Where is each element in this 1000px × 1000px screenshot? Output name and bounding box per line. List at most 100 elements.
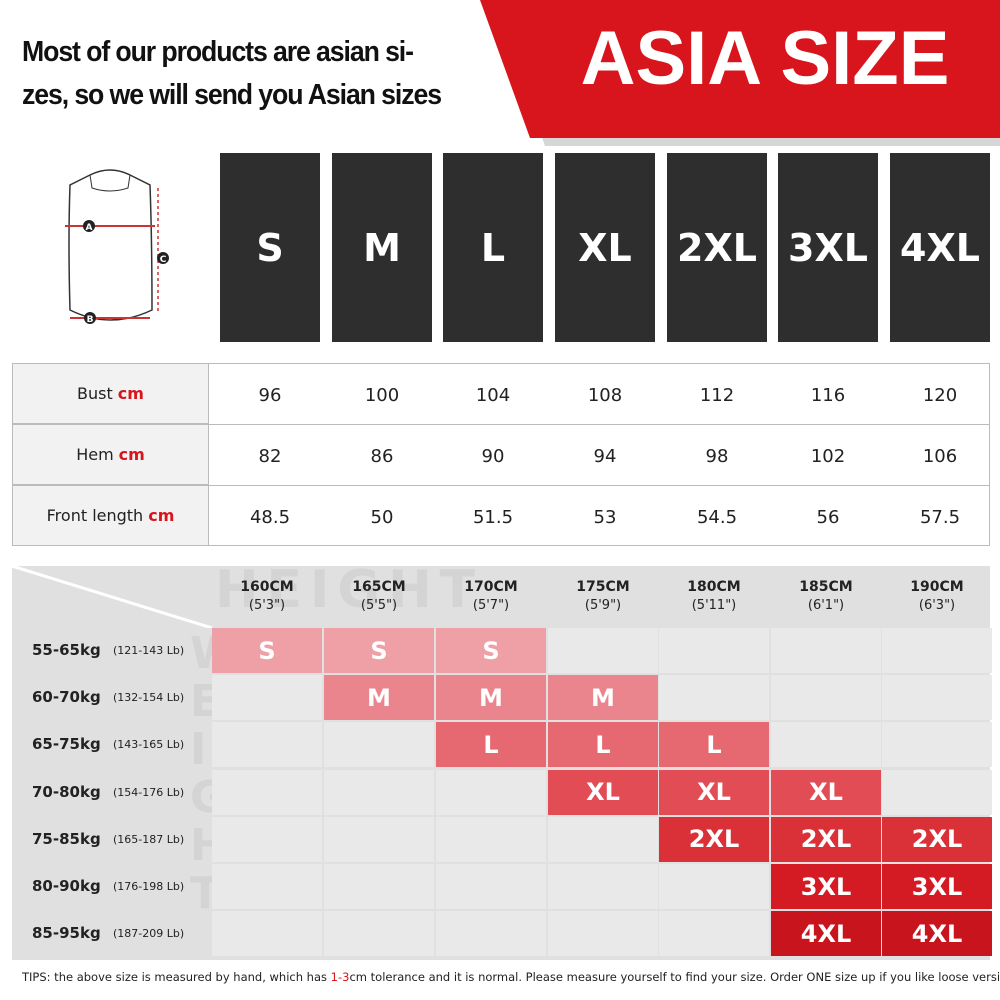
value: 116 [810,385,846,406]
value: 90 [481,446,505,467]
fit-cell [548,864,658,909]
height-cm: 165CM [352,579,406,595]
value: 50 [370,507,394,528]
fit-cell: XL [548,769,658,815]
fit-cell: XL [771,769,881,815]
height-cm: 180CM [687,579,741,595]
fit-cell [771,628,881,673]
fit-cell [771,675,881,721]
header-line: Most of our products are asian si- [22,36,414,68]
fit-cell [212,769,322,815]
weight-lb: (154-176 Lb) [113,785,185,799]
value: 56 [816,507,840,528]
size-block: S [220,153,320,342]
value: 86 [370,446,394,467]
height-ft: (5'9") [584,598,622,613]
weight-lb: (165-187 Lb) [113,832,185,846]
fit-cell [436,816,546,862]
weight-lb: (132-154 Lb) [113,691,185,705]
height-cm: 160CM [240,579,294,595]
vest-diagram: A B C [65,169,169,325]
badge-text: ASIA SIZE [580,16,950,101]
fit-cell [882,769,992,815]
fit-cell: S [212,628,322,673]
height-cm: 170CM [464,579,518,595]
weight-lb: (176-198 Lb) [113,880,185,893]
fit-cell [548,911,658,957]
height-ft: (5'11") [691,598,737,613]
row-label: Hem cm [12,424,209,485]
size-block: 3XL [778,153,878,342]
weight-lb: (187-209 Lb) [113,927,185,941]
tips: TIPS: the above size is measured by hand… [22,970,1000,984]
fit-cell: S [436,628,546,673]
value: 102 [810,446,846,467]
fit-cell [659,675,769,721]
fit-cell [882,722,992,768]
fit-cell [436,864,546,909]
value: 104 [475,385,511,406]
unit: cm [117,384,144,403]
height-ft: (5'5") [360,598,398,613]
fit-cell [324,769,434,815]
fit-cell [771,722,881,768]
height-ft: (6'1") [807,598,845,613]
height-cm: 185CM [799,579,853,595]
row-label: Front length cm [12,485,209,546]
size-block: 2XL [667,153,767,342]
label-text: Front length [46,506,144,525]
fit-cell: 4XL [771,911,881,957]
height-ft: (5'3") [248,598,286,613]
height-cm: 175CM [576,579,630,595]
fit-cell [212,675,322,721]
fit-cell [882,628,992,673]
fit-cell: 3XL [771,864,881,909]
fit-cell [436,911,546,957]
fit-cell [324,911,434,957]
corner-line [12,566,212,628]
fit-cell: 2XL [882,816,992,862]
fit-cell [436,769,546,815]
fit-cell: 2XL [771,816,881,862]
value: 82 [258,446,282,467]
size-block: XL [555,153,655,342]
value: 94 [593,446,617,467]
tips-text: cm tolerance and it is normal. Please me… [349,970,1000,984]
tips-text: TIPS: the above size is measured by hand… [22,970,331,984]
diagram-label: B [87,315,94,325]
height-ft: (6'3") [918,598,956,613]
weight-kg: 80-90kg [32,877,101,895]
value: 48.5 [249,507,291,528]
height-ft: (5'7") [472,598,510,613]
weight-kg: 65-75kg [32,735,101,754]
fit-cell: L [659,722,769,768]
fit-cell [659,911,769,957]
fit-cell: M [324,675,434,721]
value: 112 [699,385,735,406]
value: 120 [922,385,958,406]
row-label: Bust cm [12,363,209,424]
fit-cell [548,816,658,862]
fit-cell [548,628,658,673]
fit-cell [882,675,992,721]
fit-cell: S [324,628,434,673]
fit-cell [324,864,434,909]
weight-kg: 70-80kg [32,782,101,801]
value: 96 [258,385,282,406]
value: 57.5 [919,507,961,528]
diagram-label: C [160,255,167,265]
value: 98 [705,446,729,467]
weight-kg: 60-70kg [32,688,101,707]
tips-highlight: 1-3 [330,970,350,984]
height-cm: 190CM [910,579,964,595]
row-divider [12,485,990,486]
fit-cell: 3XL [882,864,992,909]
fit-cell: L [548,722,658,768]
weight-lb: (121-143 Lb) [113,644,185,657]
weight-lb: (143-165 Lb) [113,738,185,752]
diagram-label: A [86,223,93,233]
fit-cell [212,911,322,957]
weight-kg: 85-95kg [32,924,101,943]
size-block: M [332,153,432,342]
